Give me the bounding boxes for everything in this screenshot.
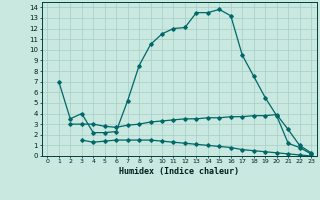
X-axis label: Humidex (Indice chaleur): Humidex (Indice chaleur) [119, 167, 239, 176]
